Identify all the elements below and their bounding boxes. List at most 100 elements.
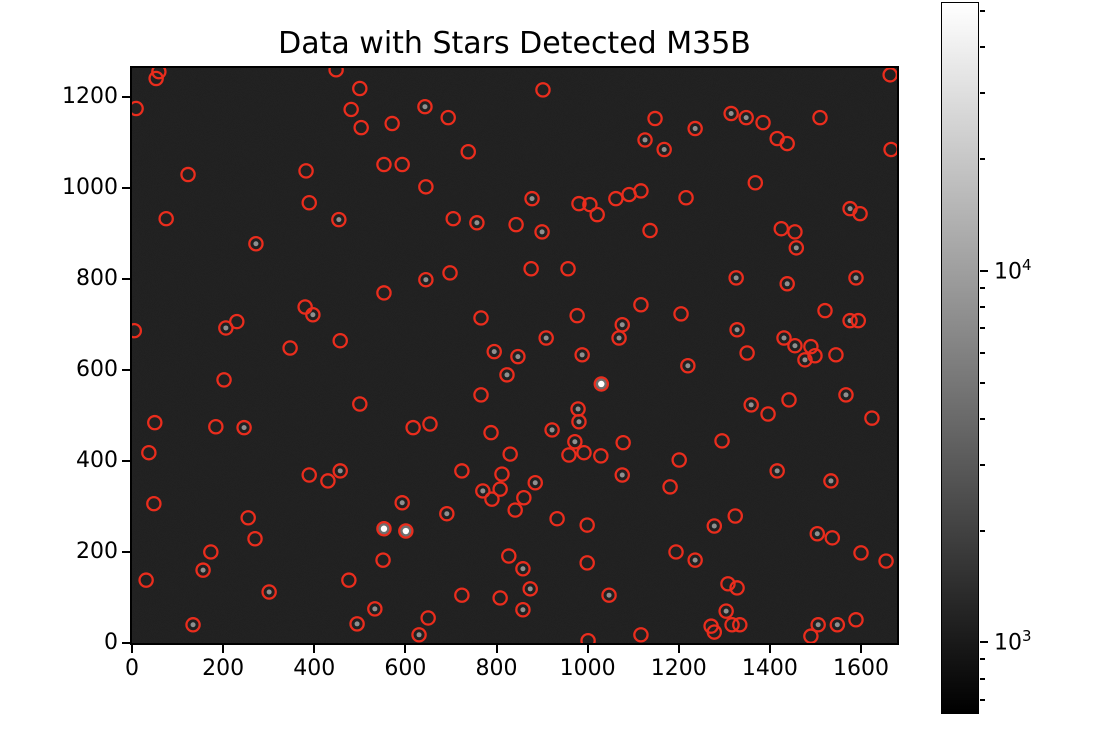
detection-circle (494, 466, 510, 482)
detection-circle (138, 572, 154, 588)
detection-circle (484, 491, 500, 507)
detection-circle (473, 387, 489, 403)
star-core (200, 567, 206, 573)
detection-circle (151, 68, 167, 80)
detection-circle (810, 617, 826, 633)
x-tick-mark (313, 645, 316, 653)
detection-circle (522, 581, 538, 597)
detection-circle (878, 553, 894, 569)
detection-circle (534, 224, 550, 240)
x-tick-mark (860, 645, 862, 653)
detection-circle (454, 587, 470, 603)
detection-circle (507, 502, 523, 518)
star-core (711, 523, 717, 529)
detection-circle (535, 82, 551, 98)
star-core (692, 557, 698, 563)
detection-circle (475, 483, 491, 499)
star-core (792, 343, 798, 349)
star-core (619, 322, 625, 328)
colorbar-minor-tick (980, 381, 985, 384)
detection-circle (301, 195, 317, 211)
star-core (520, 566, 526, 572)
star-core (337, 468, 343, 474)
detection-circle (567, 434, 583, 450)
detection-circle (729, 580, 745, 596)
star-core (402, 527, 410, 535)
star-core (266, 589, 272, 595)
detection-circle (298, 163, 314, 179)
ccd-noise-texture (132, 68, 897, 643)
star-core (444, 511, 450, 517)
star-core (734, 327, 740, 333)
detection-circle (523, 261, 539, 277)
star-core (576, 419, 582, 425)
detection-circle (807, 347, 823, 364)
detection-circle (515, 561, 531, 577)
x-tick-mark (768, 645, 771, 653)
detection-circle (656, 141, 672, 158)
star-core (527, 586, 533, 592)
y-tick-mark (122, 277, 130, 280)
detection-circle (747, 174, 764, 191)
x-tick-mark (222, 645, 225, 653)
detection-circle (439, 505, 455, 522)
y-tick-label: 600 (76, 356, 118, 382)
star-core (828, 478, 834, 484)
detection-circle (328, 68, 344, 78)
detection-circle (779, 135, 795, 152)
star-core (743, 115, 749, 121)
detection-circle (579, 555, 595, 571)
detection-circle (486, 343, 502, 360)
star-core (853, 275, 859, 281)
star-core (847, 206, 853, 212)
detection-circle (755, 114, 771, 131)
detection-circle (353, 119, 369, 136)
detection-circle (593, 448, 609, 464)
detection-circle (769, 463, 785, 479)
detection-circle (544, 422, 560, 438)
detection-circle (148, 70, 164, 87)
detection-circle (803, 338, 819, 355)
detection-circle (376, 520, 392, 537)
star-core (241, 425, 247, 431)
detection-circle (141, 444, 157, 461)
detection-circle (842, 312, 858, 329)
star-core (532, 480, 538, 486)
star-core (781, 335, 787, 341)
detection-circle (261, 584, 277, 600)
detection-circle (332, 332, 348, 349)
detection-circle (828, 347, 844, 363)
star-field-svg (132, 68, 897, 643)
detection-circle (671, 452, 687, 468)
detection-circle (576, 444, 592, 461)
detection-circle (180, 166, 196, 183)
star-core (619, 472, 625, 478)
detection-circle (803, 628, 819, 643)
star-core (549, 427, 555, 433)
detection-circle (473, 310, 489, 326)
x-tick-mark (131, 645, 133, 653)
colorbar-gradient (941, 2, 979, 714)
colorbar-minor-tick (980, 157, 985, 160)
star-core (480, 488, 486, 494)
detection-circle (728, 270, 744, 286)
detection-circle (398, 523, 414, 539)
detection-circle (773, 220, 790, 237)
detection-circle (776, 330, 792, 346)
x-tick-mark (404, 645, 407, 653)
star-core (815, 622, 821, 628)
colorbar-minor-tick (980, 305, 985, 308)
detection-circle (240, 510, 256, 526)
detection-circle (132, 100, 144, 117)
detection-circle (680, 358, 696, 374)
star-core (802, 357, 808, 363)
detection-circle (718, 603, 734, 619)
detection-circle (678, 190, 694, 206)
detection-circle (732, 617, 748, 633)
colorbar-minor-tick (980, 529, 985, 532)
y-tick-label: 800 (76, 265, 118, 291)
detection-circle (883, 141, 897, 158)
star-core (310, 312, 316, 318)
detection-circle (417, 98, 433, 115)
detection-circle (729, 322, 745, 338)
